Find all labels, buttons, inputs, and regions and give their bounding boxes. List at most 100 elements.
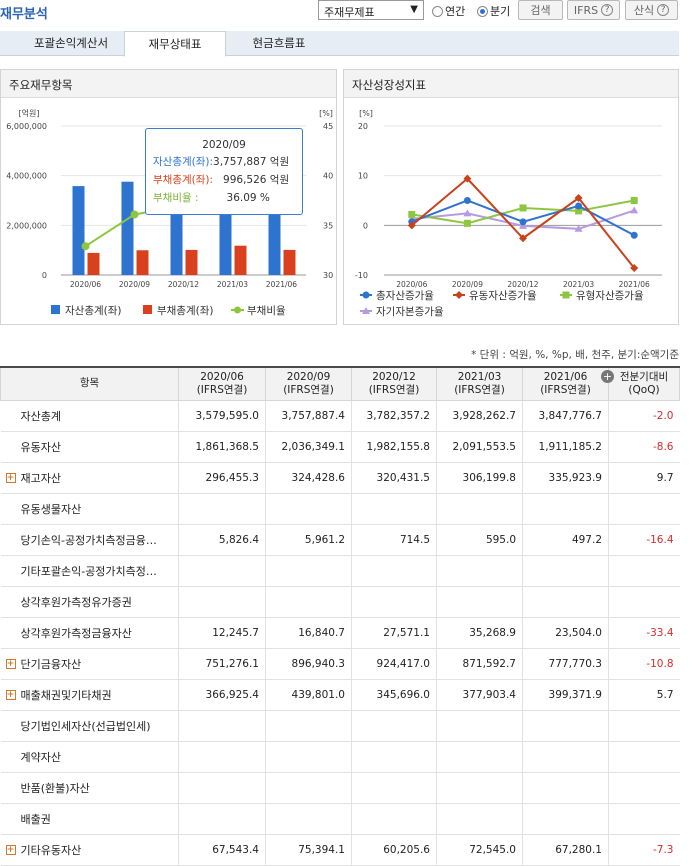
series-point[interactable] <box>463 209 472 217</box>
series-point[interactable] <box>463 219 471 227</box>
table-cell: 2,091,553.5 <box>436 431 523 463</box>
bar-assets[interactable] <box>121 181 134 275</box>
series-point[interactable] <box>630 206 639 214</box>
table-cell <box>522 710 609 742</box>
y-left-tick-label: 2,000,000 <box>6 221 47 230</box>
header-line2: (IFRS연결) <box>540 383 591 396</box>
bar-liabilities[interactable] <box>234 245 247 275</box>
chevron-down-icon: ▼ <box>410 4 418 15</box>
row-label-text: 계약자산 <box>20 750 61 764</box>
header-line2: (QoQ) <box>628 383 660 396</box>
table-cell: 595.0 <box>436 524 523 556</box>
row-label: 반품(환불)자산 <box>0 772 179 804</box>
y-tick-label: 0 <box>363 221 368 230</box>
tab-cash-flow[interactable]: 현금흐름표 <box>252 36 306 50</box>
search-button[interactable]: 검색 <box>518 0 563 20</box>
table-cell <box>608 772 680 804</box>
series-point[interactable] <box>519 218 527 226</box>
tooltip-row-ratio: 부채비율 : 36.09 % <box>153 190 302 205</box>
table-cell <box>265 710 352 742</box>
legend-label: 자산총계(좌) <box>65 305 122 317</box>
y-right-tick-label: 45 <box>323 122 333 131</box>
column-header: 항목 <box>0 366 179 401</box>
row-label: 유동생물자산 <box>0 493 179 525</box>
table-row: 당기법인세자산(선급법인세) <box>0 710 680 742</box>
row-label-text: 매출채권및기타채권 <box>20 688 112 702</box>
bar-liabilities[interactable] <box>283 249 296 275</box>
table-row: 당기손익-공정가치측정금융… 5,826.4 5,961.2 714.5 595.0 49… <box>0 524 680 556</box>
table-cell: 377,903.4 <box>436 679 523 711</box>
expand-row-icon[interactable]: + <box>5 689 16 700</box>
x-tick-label: 2021/06 <box>619 280 650 289</box>
series-point[interactable] <box>574 224 583 232</box>
table-row: + 재고자산 296,455.3 324,428.6 320,431.5 306,199.… <box>0 462 680 494</box>
bar-liabilities[interactable] <box>136 250 149 275</box>
expand-row-icon[interactable]: + <box>5 472 16 483</box>
column-header: 2020/06 (IFRS연결) <box>178 366 266 401</box>
table-row: 자산총계 3,579,595.0 3,757,887.4 3,782,357.2 3,9… <box>0 400 680 432</box>
table-row: 계약자산 <box>0 741 680 773</box>
series-point[interactable] <box>630 231 638 239</box>
series-point[interactable] <box>408 210 416 218</box>
y-left-unit: [억원] <box>19 108 40 118</box>
table-cell: 3,757,887.4 <box>265 400 352 432</box>
bar-liabilities[interactable] <box>185 249 198 275</box>
bar-assets[interactable] <box>72 186 85 275</box>
row-label-text: 유동자산 <box>20 440 61 454</box>
legend-swatch <box>362 291 370 299</box>
table-cell <box>522 803 609 835</box>
series-point[interactable] <box>519 234 527 243</box>
row-label-text: 유동생물자산 <box>20 502 82 516</box>
table-cell <box>351 772 437 804</box>
series-point[interactable] <box>575 202 583 210</box>
table-cell: 27,571.1 <box>351 617 437 649</box>
series-point[interactable] <box>463 197 471 204</box>
expand-row-icon[interactable]: + <box>5 658 16 669</box>
tab-income-statement[interactable]: 포괄손익계산서 <box>33 36 109 50</box>
y-tick-label: -10 <box>355 271 368 280</box>
table-cell: 5,826.4 <box>178 524 266 556</box>
series-point[interactable] <box>630 264 639 273</box>
series-point[interactable] <box>575 207 583 215</box>
series-point[interactable] <box>463 174 472 183</box>
table-cell <box>522 555 609 587</box>
add-column-icon[interactable]: + <box>601 370 614 383</box>
row-label: + 재고자산 <box>0 462 179 494</box>
point-debt-ratio[interactable] <box>130 210 139 219</box>
formula-help-button[interactable]: 산식 ? <box>625 0 678 20</box>
y-tick-label: 10 <box>358 172 368 181</box>
table-cell: 3,579,595.0 <box>178 400 266 432</box>
header-line1: 2020/06 <box>200 370 244 383</box>
statement-type-select[interactable]: 주재무제표 ▼ <box>318 0 424 20</box>
series-point[interactable] <box>630 197 638 204</box>
header-line1: 2020/12 <box>372 370 416 383</box>
help-icon: ? <box>601 4 614 16</box>
table-cell: 60,205.6 <box>351 834 437 866</box>
ifrs-help-button[interactable]: IFRS ? <box>567 0 620 20</box>
legend-label: 자기자본증가율 <box>376 306 444 318</box>
column-header: 2021/03 (IFRS연결) <box>436 366 523 401</box>
series-point[interactable] <box>519 204 527 212</box>
radio-annual[interactable]: 연간 <box>432 3 465 19</box>
table-cell: 75,394.1 <box>265 834 352 866</box>
series-point[interactable] <box>574 194 583 203</box>
select-value: 주재무제표 <box>324 6 375 19</box>
tab-balance-sheet[interactable]: 재무상태표 <box>124 31 226 57</box>
radio-circle-icon <box>432 5 443 17</box>
x-tick-label: 2020/12 <box>168 280 199 289</box>
row-label-text: 상각후원가측정금융자산 <box>20 626 132 640</box>
point-debt-ratio[interactable] <box>81 242 90 251</box>
ifrs-label: IFRS <box>573 3 599 17</box>
legend-label: 유형자산증가율 <box>576 290 644 302</box>
row-label-text: 기타포괄손익-공정가치측정… <box>20 564 157 578</box>
legend-swatch <box>51 305 60 314</box>
table-cell <box>178 772 266 804</box>
header-line1: 전분기대비 <box>619 370 669 383</box>
expand-row-icon[interactable]: + <box>5 844 16 855</box>
table-cell <box>608 555 680 587</box>
row-label: 배출권 <box>0 803 179 835</box>
table-cell <box>265 586 352 618</box>
radio-quarter[interactable]: 분기 <box>477 3 510 19</box>
series-point[interactable] <box>407 221 416 230</box>
bar-liabilities[interactable] <box>87 252 100 275</box>
